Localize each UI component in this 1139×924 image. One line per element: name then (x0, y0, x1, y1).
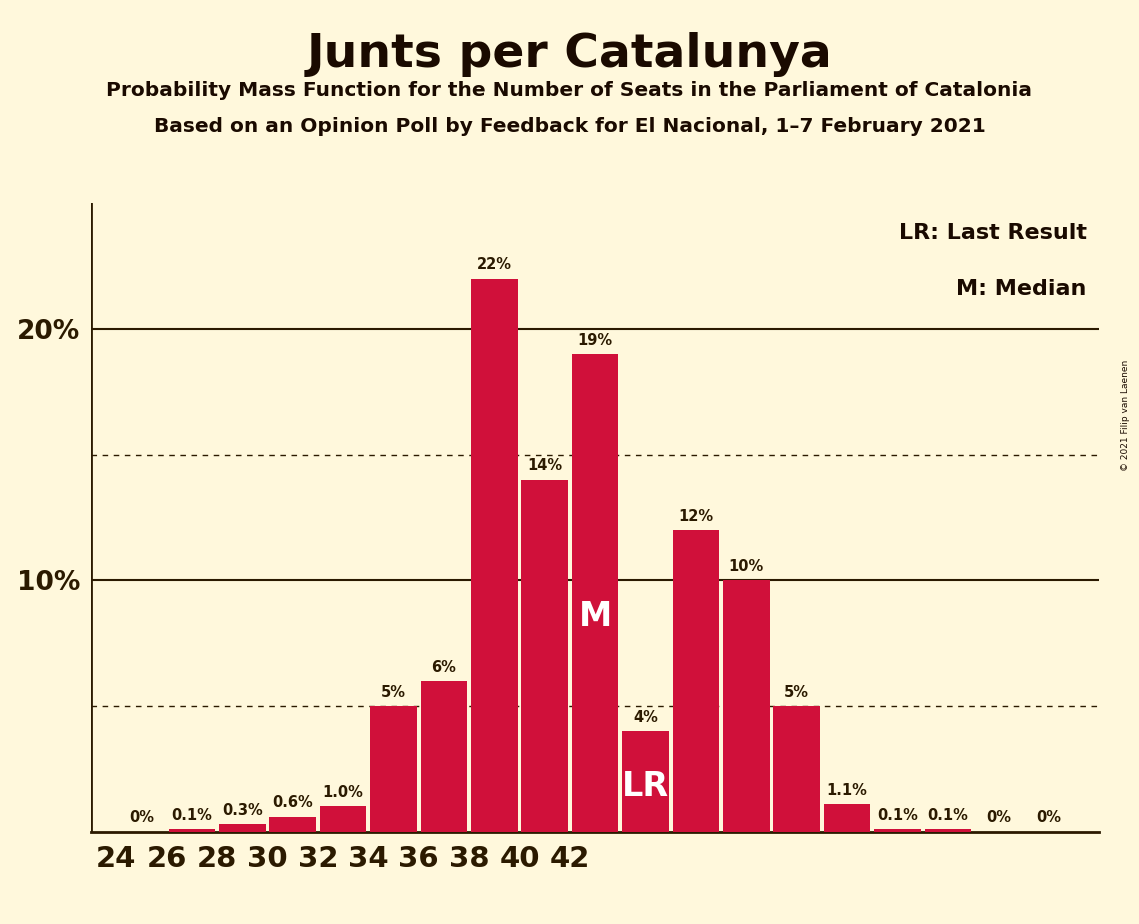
Text: Junts per Catalunya: Junts per Catalunya (306, 32, 833, 78)
Text: © 2021 Filip van Laenen: © 2021 Filip van Laenen (1121, 360, 1130, 471)
Text: M: M (579, 601, 612, 633)
Bar (673, 530, 719, 832)
Bar (875, 829, 920, 832)
Bar (420, 681, 467, 832)
Text: 0%: 0% (129, 810, 154, 825)
Bar (773, 706, 820, 832)
Bar (522, 480, 568, 832)
Bar (370, 706, 417, 832)
Text: 22%: 22% (477, 258, 511, 273)
Text: 1.0%: 1.0% (322, 785, 363, 800)
Text: 0.1%: 0.1% (172, 808, 212, 822)
Bar (472, 279, 517, 832)
Text: 4%: 4% (633, 710, 658, 724)
Bar (270, 817, 316, 832)
Text: 6%: 6% (432, 660, 457, 675)
Text: 0%: 0% (986, 810, 1010, 825)
Bar (219, 824, 265, 832)
Text: 5%: 5% (785, 685, 809, 699)
Bar (925, 829, 972, 832)
Bar (572, 354, 618, 832)
Text: M: Median: M: Median (956, 279, 1087, 298)
Text: Probability Mass Function for the Number of Seats in the Parliament of Catalonia: Probability Mass Function for the Number… (107, 81, 1032, 101)
Bar (320, 807, 367, 832)
Text: 1.1%: 1.1% (827, 783, 868, 797)
Text: 12%: 12% (679, 509, 713, 524)
Bar (723, 580, 770, 832)
Text: 19%: 19% (577, 333, 613, 347)
Text: 0.3%: 0.3% (222, 803, 263, 818)
Bar (622, 731, 669, 832)
Bar (823, 804, 870, 832)
Text: 10%: 10% (729, 559, 764, 574)
Text: 0.1%: 0.1% (927, 808, 968, 822)
Text: 0.6%: 0.6% (272, 796, 313, 810)
Text: LR: Last Result: LR: Last Result (899, 224, 1087, 243)
Bar (169, 829, 215, 832)
Text: 0%: 0% (1036, 810, 1062, 825)
Text: 5%: 5% (382, 685, 405, 699)
Text: 0.1%: 0.1% (877, 808, 918, 822)
Text: Based on an Opinion Poll by Feedback for El Nacional, 1–7 February 2021: Based on an Opinion Poll by Feedback for… (154, 117, 985, 137)
Text: 14%: 14% (527, 458, 563, 473)
Text: LR: LR (622, 770, 669, 803)
